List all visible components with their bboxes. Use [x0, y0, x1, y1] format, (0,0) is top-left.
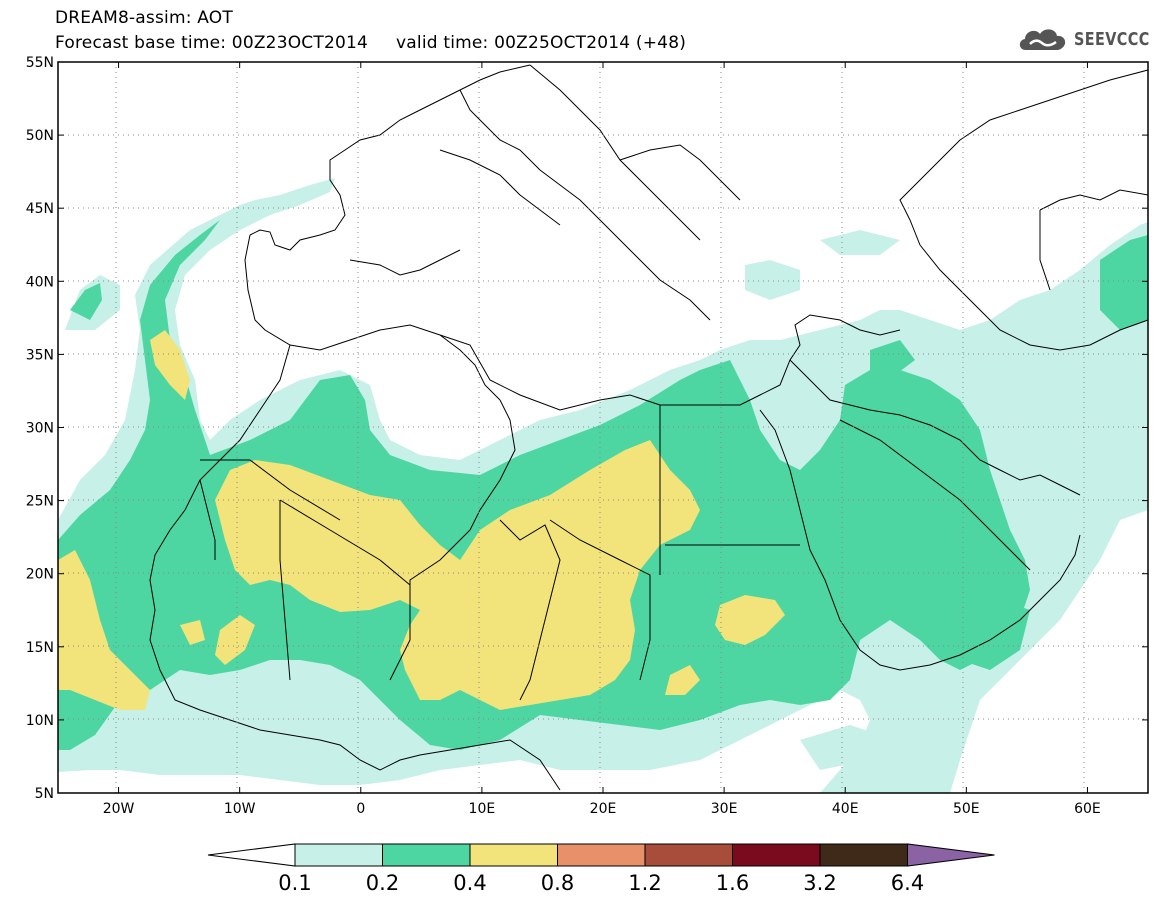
lat-tick-label: 5N: [35, 786, 54, 802]
latitude-labels: 55N 50N 45N 40N 35N 30N 25N 20N 15N 10N 5N: [26, 55, 54, 802]
aot-level-0-2-area: [58, 220, 1148, 750]
colorbar: [207, 843, 995, 867]
colorbar-label: 0.8: [541, 871, 574, 895]
colorbar-label: 3.2: [803, 871, 836, 895]
lon-tick-label: 20E: [590, 801, 617, 817]
axis-ticks: [58, 61, 1148, 794]
lon-tick-label: 10E: [469, 801, 496, 817]
colorbar-labels: 0.1 0.2 0.4 0.8 1.2 1.6 3.2 6.4: [278, 871, 924, 895]
lat-tick-label: 25N: [26, 494, 54, 510]
map-title-variable: DREAM8-assim: AOT: [55, 8, 233, 28]
lat-tick-label: 55N: [26, 55, 54, 71]
cloud-icon: [1019, 29, 1066, 50]
map-grid: [58, 62, 1148, 793]
colorbar-label: 0.2: [366, 871, 399, 895]
lat-tick-label: 45N: [26, 201, 54, 217]
seevccc-logo: SEEVCCC: [1016, 22, 1165, 56]
colorbar-label: 0.1: [278, 871, 311, 895]
colorbar-label: 6.4: [891, 871, 924, 895]
colorbar-label: 1.2: [628, 871, 661, 895]
lon-tick-label: 50E: [953, 801, 980, 817]
colorbar-under-triangle: [207, 843, 296, 867]
coastlines-and-borders: [149, 64, 1148, 791]
lat-tick-label: 15N: [26, 640, 54, 656]
lon-tick-label: 20W: [103, 801, 135, 817]
colorbar-label: 1.6: [716, 871, 749, 895]
lat-tick-label: 30N: [26, 421, 54, 437]
lat-tick-label: 35N: [26, 347, 54, 363]
lon-tick-label: 0: [356, 801, 365, 817]
map-title-times: Forecast base time: 00Z23OCT2014 valid t…: [55, 33, 687, 53]
lat-tick-label: 40N: [26, 274, 54, 290]
colorbar-swatch: [557, 843, 646, 867]
colorbar-swatch: [732, 843, 821, 867]
lon-tick-label: 30E: [711, 801, 738, 817]
colorbar-swatch: [382, 843, 471, 867]
colorbar-over-triangle: [907, 843, 995, 867]
lon-tick-label: 60E: [1074, 801, 1101, 817]
colorbar-swatch: [294, 843, 383, 867]
lat-tick-label: 20N: [26, 567, 54, 583]
colorbar-label: 0.4: [453, 871, 486, 895]
logo-text: SEEVCCC: [1074, 28, 1150, 50]
lon-tick-label: 10W: [224, 801, 256, 817]
lon-tick-label: 40E: [832, 801, 859, 817]
lat-tick-label: 50N: [26, 128, 54, 144]
colorbar-swatch: [469, 843, 558, 867]
lat-tick-label: 10N: [26, 713, 54, 729]
colorbar-swatch: [644, 843, 733, 867]
aot-level-0-4-area: [58, 330, 785, 710]
longitude-labels: 20W 10W 0 10E 20E 30E 40E 50E 60E: [103, 801, 1101, 817]
colorbar-swatch: [819, 843, 908, 867]
